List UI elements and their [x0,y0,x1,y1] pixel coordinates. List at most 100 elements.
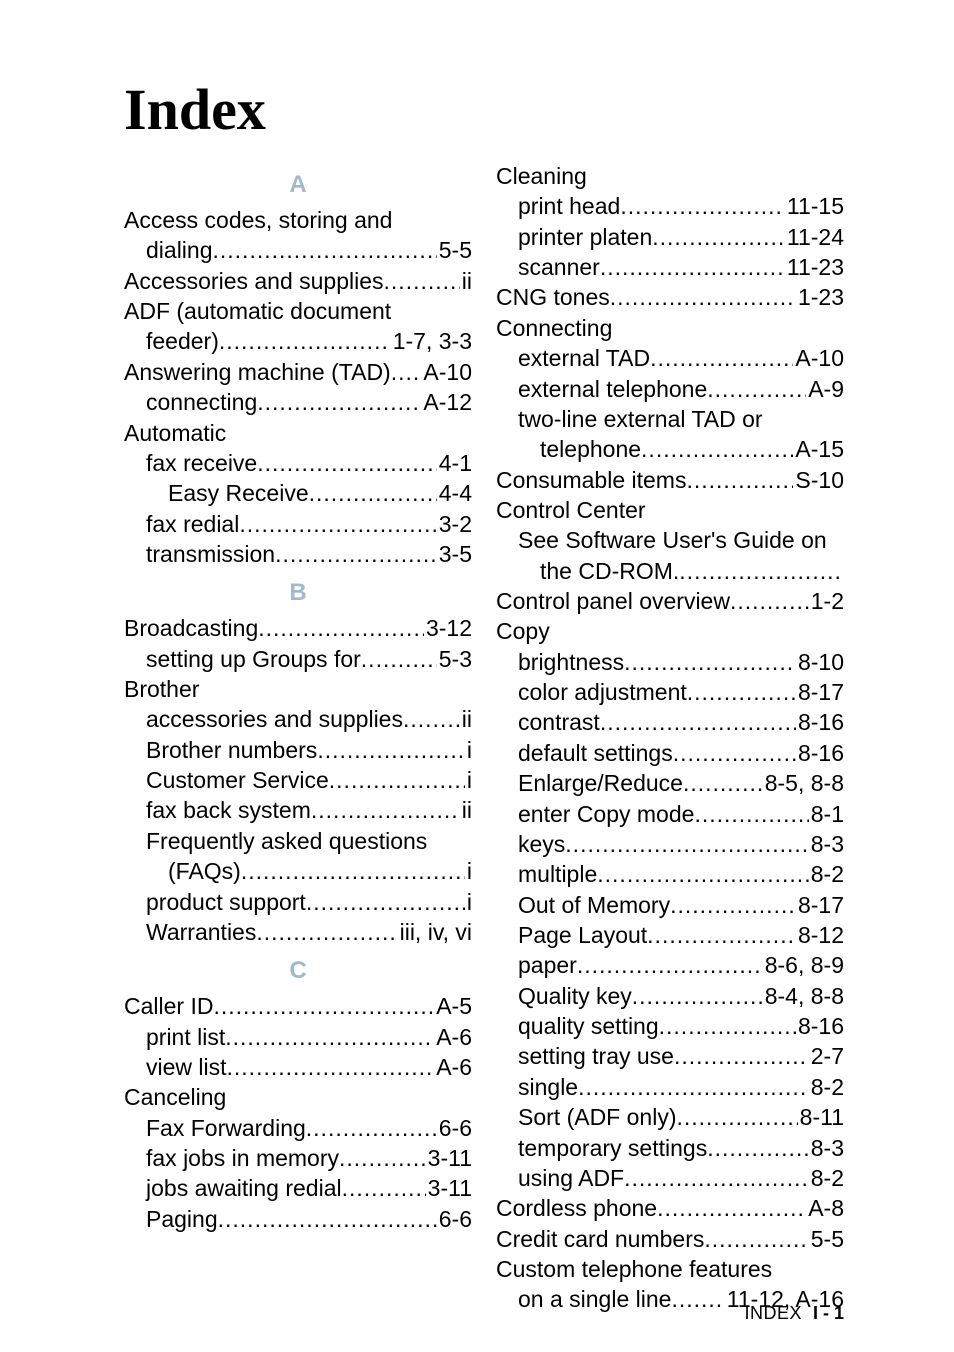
index-entry-label: Fax Forwarding [146,1113,306,1143]
index-entry-label: print head [518,191,620,221]
leader-dots [256,917,397,947]
index-entry: Consumable items S-10 [496,465,844,495]
index-entry-label: product support [146,887,306,917]
index-entry-label: Brother numbers [146,735,317,765]
index-entry: accessories and suppliesii [124,704,472,734]
index-entry-label: Broadcasting [124,613,258,643]
leader-dots [306,887,465,917]
index-entry-label: Answering machine (TAD) [124,357,391,387]
index-entry-label: Control Center [496,495,646,525]
leader-dots [694,799,808,829]
index-entry: Control Center [496,495,844,525]
leader-dots [600,252,785,282]
index-entry-page: 8-4, 8-8 [763,981,844,1011]
index-entry: Broadcasting 3-12 [124,613,472,643]
index-entry: fax jobs in memory3-11 [124,1143,472,1173]
index-entry: two-line external TAD or [496,404,844,434]
index-entry-label: Cleaning [496,161,587,191]
index-entry-page: 3-2 [437,509,472,539]
index-entry-label: on a single line [518,1284,671,1314]
index-entry-page: ii [460,795,472,825]
index-entry-label: connecting [146,387,257,417]
index-entry: Warrantiesiii, iv, vi [124,917,472,947]
leader-dots [258,613,424,643]
index-entry-label: jobs awaiting redial [146,1173,342,1203]
leader-dots [652,222,785,252]
index-entry-page: ii [460,266,472,296]
index-entry-label: scanner [518,252,600,282]
index-entry: single8-2 [496,1072,844,1102]
index-entry-page: 1-7, 3-3 [391,326,472,356]
index-entry-label: view list [146,1052,227,1082]
index-entry: print listA-6 [124,1022,472,1052]
index-entry-label: Paging [146,1204,218,1234]
index-entry-label: Cordless phone [496,1193,657,1223]
index-entry-page: 8-16 [796,1011,844,1041]
index-entry-label: dialing [146,235,213,265]
index-entry: scanner 11-23 [496,252,844,282]
index-entry-page [842,556,844,586]
index-entry-page: 8-10 [796,647,844,677]
leader-dots [311,795,460,825]
index-entry-label: Custom telephone features [496,1254,772,1284]
index-entry-label: Frequently asked questions [146,826,427,856]
index-entry-page: S-10 [793,465,844,495]
index-entry-label: Automatic [124,418,226,448]
index-entry: Paging6-6 [124,1204,472,1234]
leader-dots [624,1163,809,1193]
index-entry-page: 5-3 [437,644,472,674]
index-entry-label: Brother [124,674,199,704]
index-column-right: Cleaningprint head11-15printer platen11-… [496,161,844,1315]
leader-dots [213,991,434,1021]
index-entry-page: 8-17 [796,890,844,920]
leader-dots [659,1011,796,1041]
index-entry: paper 8-6, 8-9 [496,950,844,980]
index-entry-label: quality setting [518,1011,659,1041]
leader-dots [342,1173,426,1203]
index-entry: transmission3-5 [124,539,472,569]
leader-dots [679,556,842,586]
index-entry-label: external TAD [518,343,650,373]
leader-dots [670,890,796,920]
index-columns: AAccess codes, storing anddialing5-5Acce… [124,161,844,1315]
index-entry: setting tray use2-7 [496,1041,844,1071]
index-entry-label: Control panel overview [496,586,730,616]
leader-dots [641,434,793,464]
index-entry-label: fax jobs in memory [146,1143,339,1173]
index-entry-label: Sort (ADF only) [518,1102,676,1132]
index-entry: contrast8-16 [496,707,844,737]
leader-dots [403,704,460,734]
index-entry: Out of Memory8-17 [496,890,844,920]
leader-dots [600,707,796,737]
index-entry-label: keys [518,829,565,859]
index-entry: Credit card numbers5-5 [496,1224,844,1254]
index-entry-page: i [465,887,472,917]
leader-dots [657,1193,806,1223]
index-entry: product support i [124,887,472,917]
leader-dots [219,326,391,356]
index-entry: multiple8-2 [496,859,844,889]
index-entry: jobs awaiting redial3-11 [124,1173,472,1203]
index-entry-page: i [465,856,472,886]
index-entry: fax receive4-1 [124,448,472,478]
index-entry-page: 11-24 [785,222,844,252]
index-entry: Custom telephone features [496,1254,844,1284]
index-entry: Enlarge/Reduce 8-5, 8-8 [496,768,844,798]
index-entry-page: A-5 [434,991,472,1021]
leader-dots [650,343,793,373]
index-entry-page: 3-12 [424,613,472,643]
index-entry-page: 5-5 [809,1224,844,1254]
index-entry: dialing5-5 [124,235,472,265]
index-entry-page: i [465,735,472,765]
leader-dots [384,266,460,296]
index-entry: keys8-3 [496,829,844,859]
index-entry-page: 11-23 [785,252,844,282]
index-entry-label: external telephone [518,374,707,404]
index-entry-label: Quality key [518,981,632,1011]
leader-dots [687,677,796,707]
index-entry-label: fax receive [146,448,257,478]
index-entry: Automatic [124,418,472,448]
index-entry-page: A-9 [806,374,844,404]
index-entry: Control panel overview1-2 [496,586,844,616]
index-entry: default settings8-16 [496,738,844,768]
